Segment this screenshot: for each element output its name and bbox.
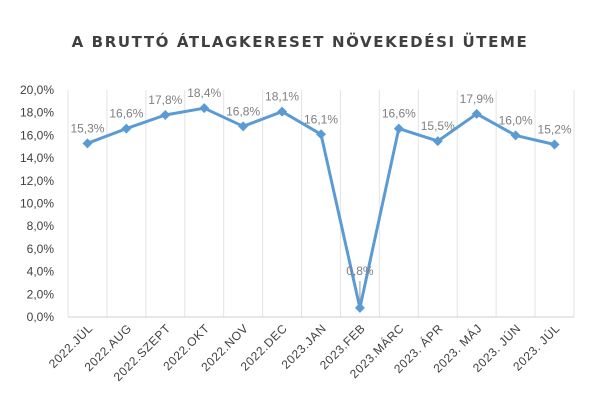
data-point-marker: [82, 138, 93, 149]
data-label: 18,1%: [265, 90, 299, 104]
data-point-marker: [160, 109, 171, 120]
data-label: 17,8%: [148, 93, 182, 107]
data-point-marker: [510, 130, 521, 141]
y-tick-label: 6,0%: [27, 242, 55, 256]
x-axis: 2022.JÚL2022.AUG2022.SZEPT2022.OKT2022.N…: [45, 321, 562, 384]
data-label: 17,9%: [460, 92, 494, 106]
y-tick-label: 16,0%: [20, 128, 54, 142]
data-label: 16,0%: [499, 113, 533, 127]
data-labels: 15,3% 16,6% 17,8% 18,4% 16,8% 18,1% 16,1% 0,8% 1…: [70, 86, 572, 302]
data-label: 0,8%: [346, 264, 374, 278]
data-point-marker: [393, 123, 404, 134]
data-label: 16,6%: [382, 107, 416, 121]
y-tick-label: 2,0%: [27, 287, 55, 301]
y-tick-label: 20,0%: [20, 83, 54, 97]
y-axis: 0,0% 2,0% 4,0% 6,0% 8,0% 10,0% 12,0% 14,0% 16,0%…: [20, 83, 54, 324]
data-point-marker: [238, 121, 249, 132]
data-point-marker: [121, 123, 132, 134]
data-point-marker: [316, 129, 326, 140]
y-tick-label: 14,0%: [20, 151, 54, 165]
data-label: 15,3%: [70, 121, 104, 135]
data-point-marker: [549, 139, 560, 150]
y-tick-label: 10,0%: [20, 197, 54, 211]
data-point-marker: [277, 106, 288, 117]
data-point-marker: [199, 103, 210, 114]
y-tick-label: 18,0%: [20, 106, 54, 120]
data-point-marker: [432, 136, 443, 147]
series: [82, 103, 560, 313]
data-label: 15,5%: [421, 119, 455, 133]
data-point-marker: [354, 302, 365, 313]
data-label: 16,6%: [109, 107, 143, 121]
data-label: 15,2%: [538, 122, 572, 136]
data-label: 18,4%: [187, 86, 221, 100]
chart-title: A BRUTTÓ ÁTLAGKERESET NÖVEKEDÉSI ÜTEME: [72, 32, 529, 51]
y-tick-label: 12,0%: [20, 174, 54, 188]
data-label: 16,1%: [304, 112, 338, 126]
y-tick-label: 4,0%: [27, 265, 55, 279]
y-tick-label: 0,0%: [27, 310, 55, 324]
y-tick-label: 8,0%: [27, 219, 55, 233]
data-label: 16,8%: [226, 104, 260, 118]
data-point-marker: [471, 108, 482, 119]
